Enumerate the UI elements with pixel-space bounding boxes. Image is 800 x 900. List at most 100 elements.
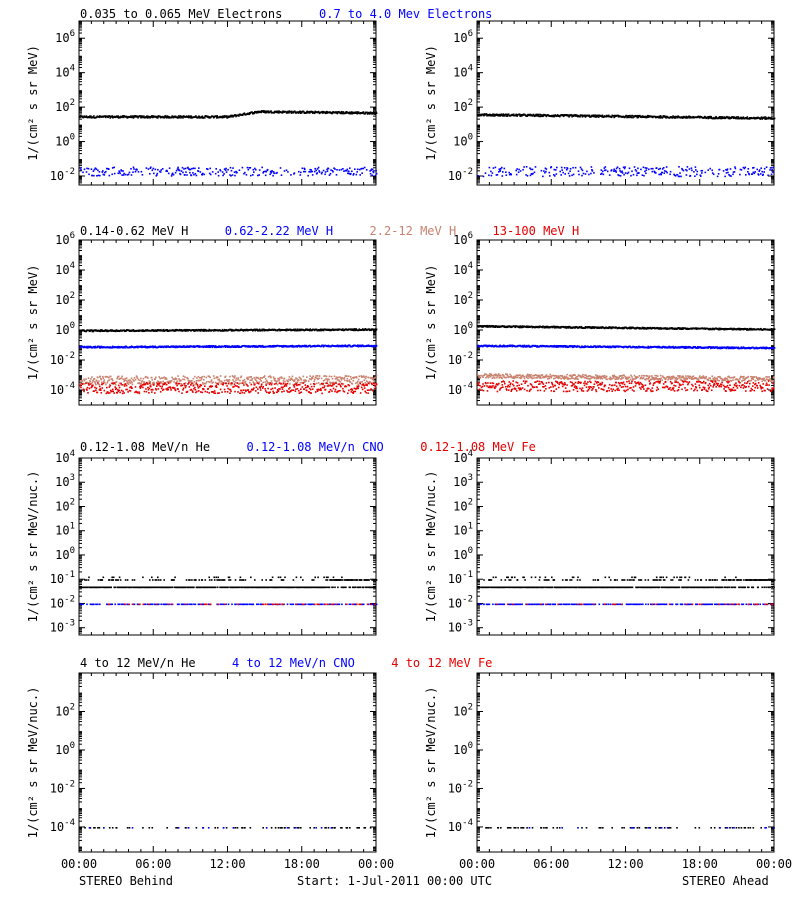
- data-point: [685, 117, 687, 119]
- data-point: [231, 375, 234, 377]
- data-point: [111, 378, 113, 380]
- panel-title: 0.12-1.08 MeV/n CNO: [247, 440, 384, 454]
- data-point: [223, 168, 226, 170]
- data-point: [175, 383, 177, 386]
- data-point: [624, 166, 626, 168]
- data-point: [236, 385, 238, 387]
- data-point: [141, 380, 144, 382]
- data-point: [728, 116, 730, 118]
- data-point: [92, 116, 95, 118]
- data-point: [374, 174, 377, 177]
- y-tick-exponent: 0: [468, 133, 473, 143]
- data-point: [311, 377, 314, 380]
- data-point: [100, 347, 102, 349]
- data-point: [336, 112, 339, 115]
- data-point: [213, 346, 216, 349]
- data-point: [273, 378, 275, 380]
- data-point: [269, 170, 272, 173]
- data-point: [556, 166, 558, 169]
- data-point: [595, 114, 598, 117]
- data-point: [148, 382, 150, 384]
- data-point: [554, 175, 556, 177]
- data-point: [108, 115, 111, 117]
- data-point: [669, 170, 672, 173]
- data-point: [298, 170, 300, 173]
- data-point: [191, 382, 193, 384]
- data-point: [221, 381, 223, 384]
- data-point: [243, 112, 246, 114]
- data-point: [178, 329, 180, 332]
- data-point: [694, 175, 696, 177]
- data-point: [189, 380, 191, 382]
- data-point: [213, 345, 215, 347]
- data-point: [367, 392, 369, 394]
- data-point: [498, 171, 500, 173]
- data-point: [301, 345, 303, 348]
- data-point: [212, 391, 214, 393]
- data-point: [522, 168, 524, 171]
- data-point: [183, 329, 186, 332]
- y-tick-base: 10: [448, 169, 462, 183]
- data-point: [746, 116, 749, 118]
- data-point: [219, 380, 221, 383]
- data-point: [125, 379, 127, 382]
- data-point: [354, 168, 356, 170]
- data-point: [147, 386, 149, 389]
- data-point: [356, 344, 359, 346]
- data-point: [353, 387, 356, 390]
- data-point: [544, 167, 547, 170]
- data-point: [364, 390, 366, 393]
- data-point: [226, 379, 228, 381]
- data-point: [370, 388, 372, 390]
- data-point: [332, 171, 334, 173]
- data-point: [155, 115, 157, 118]
- data-point: [577, 115, 579, 118]
- data-point: [199, 329, 201, 332]
- data-point: [278, 110, 280, 112]
- data-point: [639, 114, 641, 117]
- data-point: [245, 329, 247, 332]
- data-point: [182, 117, 184, 119]
- data-point: [351, 388, 353, 390]
- data-point: [193, 345, 195, 347]
- data-point: [161, 168, 164, 170]
- data-point: [621, 170, 623, 173]
- data-point: [213, 328, 216, 331]
- data-point: [242, 114, 244, 116]
- data-point: [184, 384, 186, 387]
- data-series-black: [477, 113, 776, 120]
- data-point: [613, 114, 616, 117]
- data-point: [282, 346, 284, 348]
- data-point: [488, 114, 491, 117]
- data-point: [144, 330, 147, 332]
- data-point: [658, 115, 661, 118]
- data-point: [99, 115, 101, 117]
- data-point: [113, 382, 116, 384]
- data-point: [290, 390, 292, 392]
- data-point: [693, 171, 695, 173]
- data-point: [298, 379, 300, 381]
- data-point: [164, 377, 167, 379]
- data-point: [296, 345, 298, 347]
- data-point: [80, 382, 82, 385]
- data-point: [257, 377, 260, 380]
- data-point: [597, 114, 600, 117]
- data-point: [479, 113, 481, 116]
- data-point: [615, 171, 617, 173]
- data-point: [280, 382, 282, 385]
- data-point: [253, 171, 255, 173]
- data-point: [164, 378, 166, 380]
- data-point: [201, 115, 204, 118]
- data-point: [216, 382, 218, 385]
- data-point: [227, 168, 229, 171]
- data-point: [345, 112, 347, 114]
- data-point: [164, 115, 167, 118]
- data-point: [350, 378, 353, 380]
- data-point: [328, 375, 331, 378]
- data-point: [623, 167, 626, 170]
- data-point: [484, 172, 487, 174]
- data-point: [218, 116, 221, 119]
- data-point: [141, 174, 144, 176]
- data-point: [295, 388, 297, 390]
- data-point: [298, 329, 301, 332]
